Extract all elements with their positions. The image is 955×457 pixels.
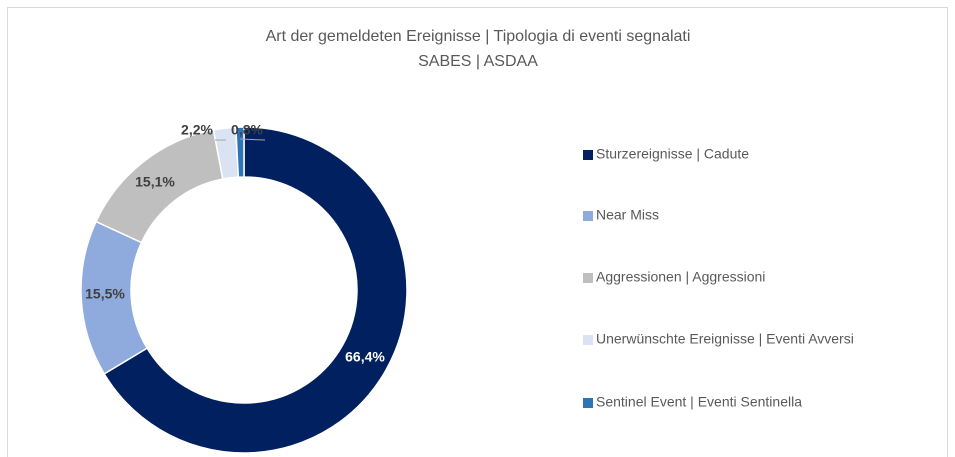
chart-title: Art der gemeldeten Ereignisse | Tipologi… — [266, 28, 691, 45]
chart-border — [7, 7, 948, 457]
data-label: 2,2% — [181, 122, 213, 138]
donut-slice — [103, 126, 408, 454]
legend-swatch — [583, 335, 593, 345]
data-label: 15,1% — [135, 174, 175, 190]
legend-label: Sentinel Event | Eventi Sentinella — [596, 394, 802, 410]
legend-swatch — [583, 398, 593, 408]
leader-line — [240, 138, 266, 141]
data-label: 66,4% — [345, 349, 385, 365]
legend-label: Sturzereignisse | Cadute — [596, 146, 749, 162]
legend-swatch — [583, 150, 593, 160]
chart-subtitle: SABES | ASDAA — [418, 53, 538, 70]
legend-swatch — [583, 273, 593, 283]
data-label: 0,8% — [231, 122, 263, 138]
legend-swatch — [583, 211, 593, 221]
legend-label: Aggressionen | Aggressioni — [596, 269, 765, 285]
legend-label: Unerwünschte Ereignisse | Eventi Avversi — [596, 331, 854, 347]
data-label: 15,5% — [85, 286, 125, 302]
legend-label: Near Miss — [596, 207, 659, 223]
